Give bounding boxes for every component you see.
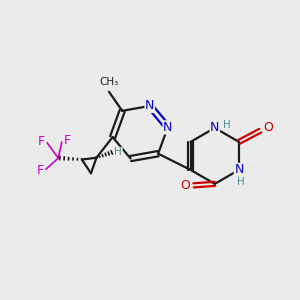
Text: F: F bbox=[64, 134, 71, 147]
Text: N: N bbox=[145, 100, 154, 112]
Text: N: N bbox=[234, 164, 244, 176]
Text: H: H bbox=[114, 147, 122, 158]
Text: H: H bbox=[237, 177, 244, 187]
Text: H: H bbox=[223, 120, 231, 130]
Text: N: N bbox=[210, 122, 220, 134]
Text: N: N bbox=[163, 121, 172, 134]
Text: O: O bbox=[180, 179, 190, 192]
Text: O: O bbox=[263, 121, 273, 134]
Text: F: F bbox=[37, 164, 44, 177]
Text: CH₃: CH₃ bbox=[99, 77, 119, 87]
Text: F: F bbox=[38, 135, 45, 148]
